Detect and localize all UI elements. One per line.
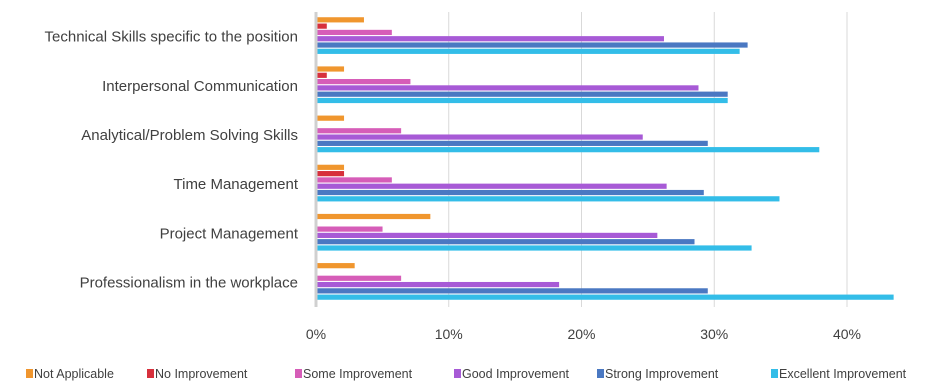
legend-label-some-improvement: Some Improvement [303, 367, 413, 381]
legend-label-not-applicable: Not Applicable [34, 367, 114, 381]
bar-not-applicable-4 [317, 164, 345, 170]
bar-some-improvement-1 [317, 29, 392, 36]
bar-strong-improvement-4 [317, 189, 704, 196]
bar-strong-improvement-1 [317, 42, 748, 48]
bar-not-applicable-5 [317, 213, 431, 220]
bar-not-applicable-2 [317, 66, 345, 72]
category-label: Technical Skills specific to the positio… [45, 29, 298, 46]
legend: Not Applicable No Improvement Some Improve… [26, 367, 907, 381]
bar-not-applicable-1 [317, 17, 364, 23]
bar-strong-improvement-3 [317, 140, 708, 146]
bar-some-improvement-3 [317, 128, 402, 134]
category-label: Analytical/Problem Solving Skills [81, 127, 298, 144]
legend-label-no-improvement: No Improvement [155, 367, 248, 381]
legend-swatch-excellent-improvement [771, 369, 778, 378]
bar-excellent-improvement-6 [317, 294, 894, 300]
bar-not-applicable-3 [317, 115, 345, 121]
legend-swatch-not-applicable [26, 369, 33, 378]
x-tick-label: 40% [833, 326, 861, 342]
bar-excellent-improvement-5 [317, 245, 752, 251]
bars [317, 17, 894, 300]
x-tick-label: 20% [567, 326, 595, 342]
bar-some-improvement-6 [317, 275, 402, 281]
bar-strong-improvement-6 [317, 288, 708, 294]
bar-excellent-improvement-4 [317, 196, 780, 202]
gridlines [448, 12, 848, 307]
legend-swatch-some-improvement [295, 369, 302, 378]
x-tick-label: 30% [700, 326, 728, 342]
bar-no-improvement-2 [317, 72, 327, 78]
category-label: Interpersonal Communication [102, 78, 298, 95]
legend-label-good-improvement: Good Improvement [462, 367, 570, 381]
bar-strong-improvement-5 [317, 239, 695, 245]
bar-no-improvement-4 [317, 171, 345, 177]
legend-label-strong-improvement: Strong Improvement [605, 367, 719, 381]
bar-good-improvement-1 [317, 36, 664, 42]
bar-not-applicable-6 [317, 263, 355, 269]
category-label: Time Management [174, 176, 299, 193]
bar-excellent-improvement-2 [317, 97, 728, 104]
bar-some-improvement-4 [317, 177, 392, 183]
legend-label-excellent-improvement: Excellent Improvement [779, 367, 907, 381]
legend-swatch-good-improvement [454, 369, 461, 378]
x-tick-labels: 0% 10% 20% 30% 40% [306, 326, 861, 342]
bar-excellent-improvement-1 [317, 48, 740, 54]
bar-good-improvement-2 [317, 85, 699, 91]
category-label: Professionalism in the workplace [80, 274, 298, 291]
x-tick-label: 0% [306, 326, 326, 342]
x-tick-label: 10% [435, 326, 463, 342]
bar-strong-improvement-2 [317, 91, 728, 97]
bar-good-improvement-5 [317, 232, 658, 238]
bar-good-improvement-6 [317, 281, 560, 288]
category-labels: Technical Skills specific to the positio… [45, 29, 299, 292]
bar-good-improvement-4 [317, 183, 667, 189]
bar-some-improvement-2 [317, 79, 411, 85]
bar-some-improvement-5 [317, 226, 383, 232]
bar-excellent-improvement-3 [317, 147, 820, 153]
bar-no-improvement-1 [317, 23, 327, 29]
category-label: Project Management [160, 225, 299, 242]
legend-swatch-strong-improvement [597, 369, 604, 378]
bar-good-improvement-3 [317, 134, 643, 140]
legend-swatch-no-improvement [147, 369, 154, 378]
